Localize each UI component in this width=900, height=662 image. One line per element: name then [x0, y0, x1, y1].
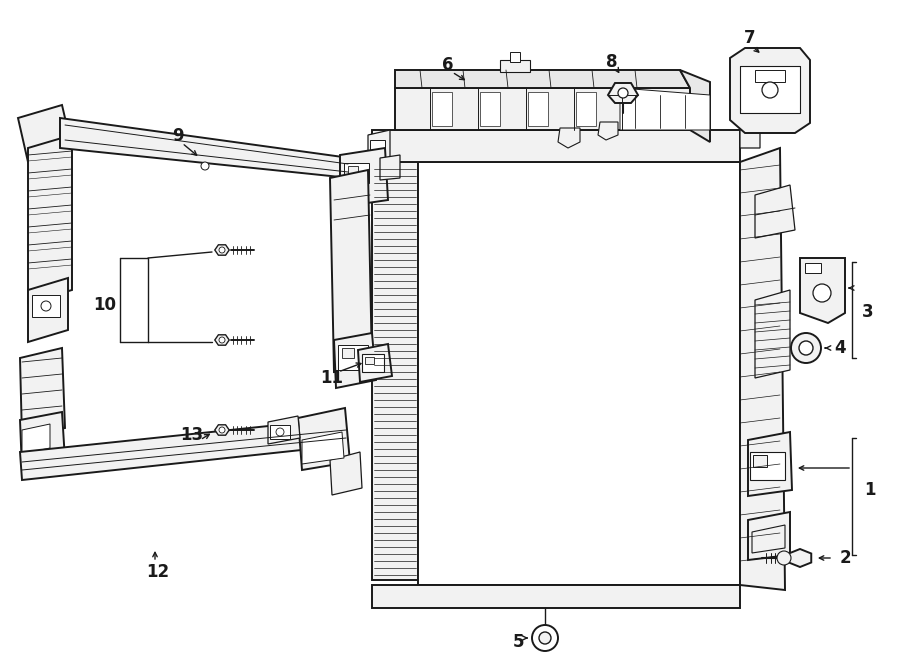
Polygon shape — [620, 88, 710, 130]
Text: 4: 4 — [834, 339, 846, 357]
Polygon shape — [510, 52, 520, 62]
Text: 12: 12 — [147, 563, 169, 581]
Polygon shape — [372, 162, 418, 580]
Polygon shape — [576, 92, 596, 126]
Polygon shape — [748, 432, 792, 496]
Polygon shape — [298, 408, 350, 470]
Bar — [750, 452, 785, 480]
Polygon shape — [20, 348, 65, 438]
Polygon shape — [624, 92, 644, 126]
Polygon shape — [28, 135, 72, 303]
Polygon shape — [800, 258, 845, 323]
Polygon shape — [20, 418, 348, 480]
Polygon shape — [740, 148, 785, 590]
Polygon shape — [215, 245, 230, 255]
Polygon shape — [730, 48, 810, 133]
Polygon shape — [20, 412, 65, 470]
Bar — [362, 354, 384, 372]
Text: 2: 2 — [839, 549, 850, 567]
Polygon shape — [480, 92, 500, 126]
Text: 3: 3 — [862, 303, 874, 321]
Bar — [753, 455, 767, 467]
Bar — [270, 425, 290, 439]
Polygon shape — [340, 148, 388, 207]
Polygon shape — [500, 60, 530, 72]
Polygon shape — [680, 70, 710, 142]
Polygon shape — [528, 92, 548, 126]
Bar — [342, 348, 354, 358]
Polygon shape — [395, 70, 690, 88]
Polygon shape — [598, 122, 618, 140]
Polygon shape — [740, 125, 760, 148]
Polygon shape — [18, 105, 72, 162]
Polygon shape — [558, 128, 580, 148]
Bar — [344, 163, 369, 183]
Circle shape — [219, 247, 225, 253]
Polygon shape — [368, 130, 390, 167]
Polygon shape — [748, 512, 790, 560]
Bar — [805, 263, 821, 273]
Bar — [32, 295, 60, 317]
Polygon shape — [28, 278, 68, 342]
Text: 5: 5 — [512, 633, 524, 651]
Polygon shape — [608, 83, 638, 103]
Polygon shape — [330, 452, 362, 495]
Text: 9: 9 — [172, 127, 184, 145]
Polygon shape — [268, 416, 300, 444]
Circle shape — [276, 428, 284, 436]
Text: 6: 6 — [442, 56, 454, 74]
Circle shape — [219, 427, 225, 433]
Polygon shape — [358, 344, 392, 382]
Polygon shape — [755, 185, 795, 238]
Polygon shape — [740, 66, 800, 113]
Polygon shape — [432, 92, 452, 126]
Polygon shape — [302, 432, 344, 464]
Circle shape — [539, 632, 551, 644]
Polygon shape — [788, 549, 811, 567]
Bar — [755, 70, 785, 82]
Text: 13: 13 — [180, 426, 203, 444]
Polygon shape — [755, 290, 790, 378]
Bar — [365, 357, 374, 364]
Circle shape — [791, 333, 821, 363]
Circle shape — [799, 341, 813, 355]
Polygon shape — [215, 425, 230, 435]
Bar — [348, 166, 358, 174]
Polygon shape — [334, 333, 376, 388]
Circle shape — [762, 82, 778, 98]
Polygon shape — [395, 88, 690, 130]
Polygon shape — [330, 170, 372, 372]
Polygon shape — [372, 585, 740, 608]
Text: 8: 8 — [607, 53, 617, 71]
Polygon shape — [380, 155, 400, 180]
Text: 10: 10 — [94, 296, 116, 314]
Circle shape — [532, 625, 558, 651]
Polygon shape — [752, 525, 785, 553]
Polygon shape — [60, 118, 350, 178]
Circle shape — [219, 337, 225, 343]
Text: 7: 7 — [744, 29, 756, 47]
Polygon shape — [372, 130, 740, 162]
Text: 11: 11 — [320, 369, 344, 387]
Circle shape — [618, 88, 628, 98]
Bar — [338, 345, 368, 370]
Circle shape — [813, 284, 831, 302]
Polygon shape — [418, 162, 740, 585]
Polygon shape — [215, 335, 230, 345]
Circle shape — [777, 551, 791, 565]
Circle shape — [41, 301, 51, 311]
Text: 1: 1 — [864, 481, 876, 499]
Circle shape — [201, 162, 209, 170]
Bar — [370, 140, 385, 152]
Polygon shape — [22, 424, 50, 454]
